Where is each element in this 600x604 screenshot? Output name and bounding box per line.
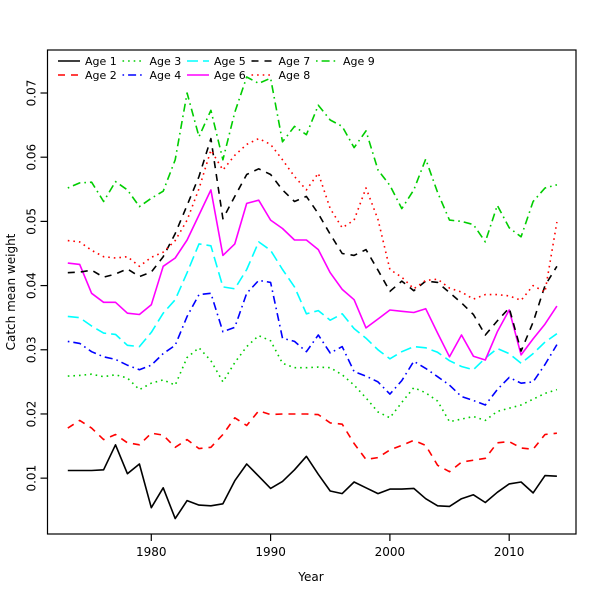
legend-label: Age 8 — [279, 69, 311, 82]
y-tick-label: 0.01 — [25, 465, 39, 492]
y-tick-label: 0.03 — [25, 336, 39, 363]
series-line-age-3 — [67, 334, 558, 423]
x-axis-title: Year — [297, 570, 323, 584]
legend-label: Age 1 — [85, 55, 117, 68]
y-tick-label: 0.06 — [25, 144, 39, 171]
legend-item-age-7: Age 7 — [251, 55, 311, 68]
legend-label: Age 3 — [150, 55, 182, 68]
legend-item-age-2: Age 2 — [58, 69, 117, 82]
legend-item-age-6: Age 6 — [187, 69, 246, 82]
legend-label: Age 2 — [85, 69, 117, 82]
y-tick-label: 0.02 — [25, 401, 39, 428]
legend-label: Age 9 — [343, 55, 375, 68]
legend-item-age-8: Age 8 — [251, 69, 311, 82]
x-tick-label: 2000 — [375, 545, 406, 559]
x-tick-label: 1990 — [255, 545, 286, 559]
legend-item-age-9: Age 9 — [316, 55, 375, 68]
axis-ticks: 1980 1990 2000 2010 0.01 0.02 0.03 0.04 0.05 0.06… — [25, 80, 525, 559]
series-line-age-4 — [67, 279, 558, 406]
series-line-age-1 — [67, 443, 557, 520]
y-tick-label: 0.05 — [25, 208, 39, 235]
legend-item-age-1: Age 1 — [58, 55, 117, 68]
data-series-lines — [67, 76, 558, 520]
legend-label: Age 4 — [150, 69, 182, 82]
x-tick-label: 1980 — [136, 545, 167, 559]
legend-item-age-4: Age 4 — [122, 69, 182, 82]
y-tick-label: 0.07 — [25, 80, 39, 107]
legend-item-age-5: Age 5 — [187, 55, 246, 68]
legend-label: Age 6 — [214, 69, 246, 82]
legend-label: Age 5 — [214, 55, 246, 68]
series-line-age-2 — [67, 409, 557, 473]
x-tick-label: 2010 — [494, 545, 525, 559]
y-tick-label: 0.04 — [25, 272, 39, 299]
series-line-age-7 — [67, 137, 558, 352]
series-line-age-6 — [67, 189, 558, 361]
plot-border — [46, 49, 577, 535]
series-line-age-5 — [67, 241, 558, 371]
legend-item-age-3: Age 3 — [122, 55, 182, 68]
y-axis-title: Catch mean weight — [4, 233, 18, 350]
series-line-age-9 — [67, 76, 558, 243]
legend-label: Age 7 — [279, 55, 311, 68]
